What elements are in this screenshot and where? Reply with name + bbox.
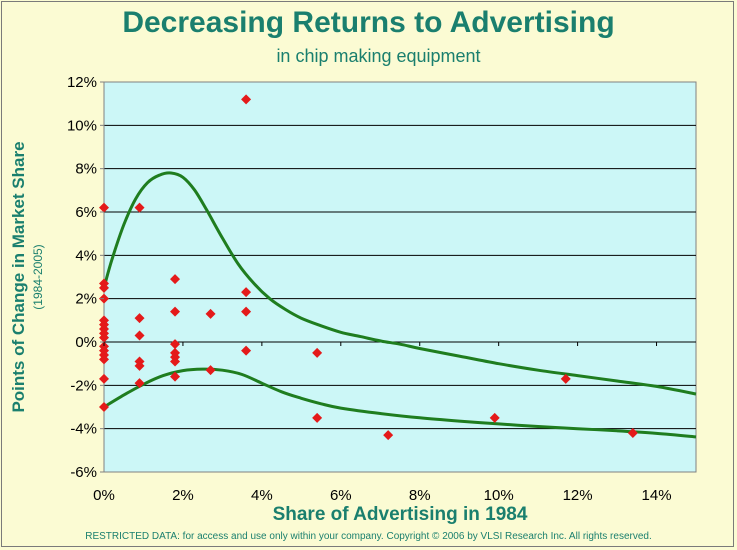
- data-point: [99, 332, 109, 343]
- y-tick-label: -4%: [70, 421, 97, 438]
- data-point: [99, 282, 109, 293]
- data-point: [170, 356, 181, 367]
- chart-subtitle: in chip making equipment: [276, 46, 481, 66]
- x-tick-label: 4%: [251, 487, 273, 504]
- data-point: [205, 365, 216, 376]
- data-point: [134, 202, 145, 213]
- data-point: [170, 339, 181, 350]
- data-point: [134, 360, 145, 371]
- data-point: [627, 428, 638, 438]
- data-points: [99, 94, 638, 441]
- y-tick-label: 12%: [67, 74, 97, 91]
- data-point: [383, 430, 394, 441]
- y-tick-label: 8%: [75, 161, 97, 178]
- data-point: [489, 412, 500, 423]
- data-point: [312, 412, 323, 423]
- data-point: [99, 354, 109, 365]
- data-point: [312, 347, 323, 358]
- y-tick-label: -6%: [70, 464, 97, 481]
- data-point: [205, 308, 216, 319]
- y-axis-title: Points of Change in Market Share: [9, 141, 28, 413]
- x-tick-label: 2%: [172, 487, 194, 504]
- x-axis-label: Share of Advertising in 1984: [272, 504, 528, 525]
- data-point: [241, 94, 252, 105]
- x-tick-label: 8%: [409, 487, 431, 504]
- x-tick-label: 14%: [642, 487, 672, 504]
- trend-curve-2: [103, 367, 697, 439]
- data-point: [99, 202, 109, 213]
- plot-background: [103, 81, 697, 473]
- data-point: [241, 287, 252, 298]
- data-point: [170, 306, 181, 317]
- data-point: [170, 371, 181, 382]
- plot-area: [103, 81, 697, 473]
- y-axis-label: Points of Change in Market Share (1984-2…: [9, 141, 45, 412]
- x-tick-label: 6%: [330, 487, 352, 504]
- x-tick-label: 0%: [93, 487, 115, 504]
- data-point: [241, 345, 252, 356]
- trend-curve-1: [102, 171, 697, 396]
- trend-curves: [102, 171, 697, 439]
- data-point: [134, 378, 145, 389]
- chart-title: Decreasing Returns to Advertising: [122, 6, 615, 39]
- y-tick-label: 2%: [75, 291, 97, 308]
- x-tick-label: 10%: [484, 487, 514, 504]
- y-tick-label: -2%: [70, 377, 97, 394]
- x-axis-ticks: 0% 2% 4% 6% 8% 10% 12% 14%: [93, 342, 672, 504]
- y-axis-subtitle: (1984-2005): [31, 244, 45, 310]
- data-point: [170, 274, 181, 285]
- y-tick-label: 4%: [75, 247, 97, 264]
- y-tick-label: 0%: [75, 334, 97, 351]
- data-point: [241, 306, 252, 317]
- data-point: [560, 373, 571, 384]
- gridlines: [103, 82, 696, 472]
- y-tick-label: 6%: [75, 204, 97, 221]
- y-tick-label: 10%: [67, 117, 97, 134]
- data-point: [99, 373, 109, 384]
- y-axis-ticks: -6% -4% -2% 0% 2% 4% 6% 8% 10% 12%: [67, 74, 104, 481]
- data-point: [134, 313, 145, 324]
- copyright-footer: RESTRICTED DATA: for access and use only…: [85, 531, 652, 542]
- y-axis-label-wrap: Points of Change in Market Share (1984-2…: [2, 82, 52, 472]
- x-tick-label: 12%: [563, 487, 593, 504]
- data-point: [99, 402, 109, 412]
- data-point: [134, 330, 145, 341]
